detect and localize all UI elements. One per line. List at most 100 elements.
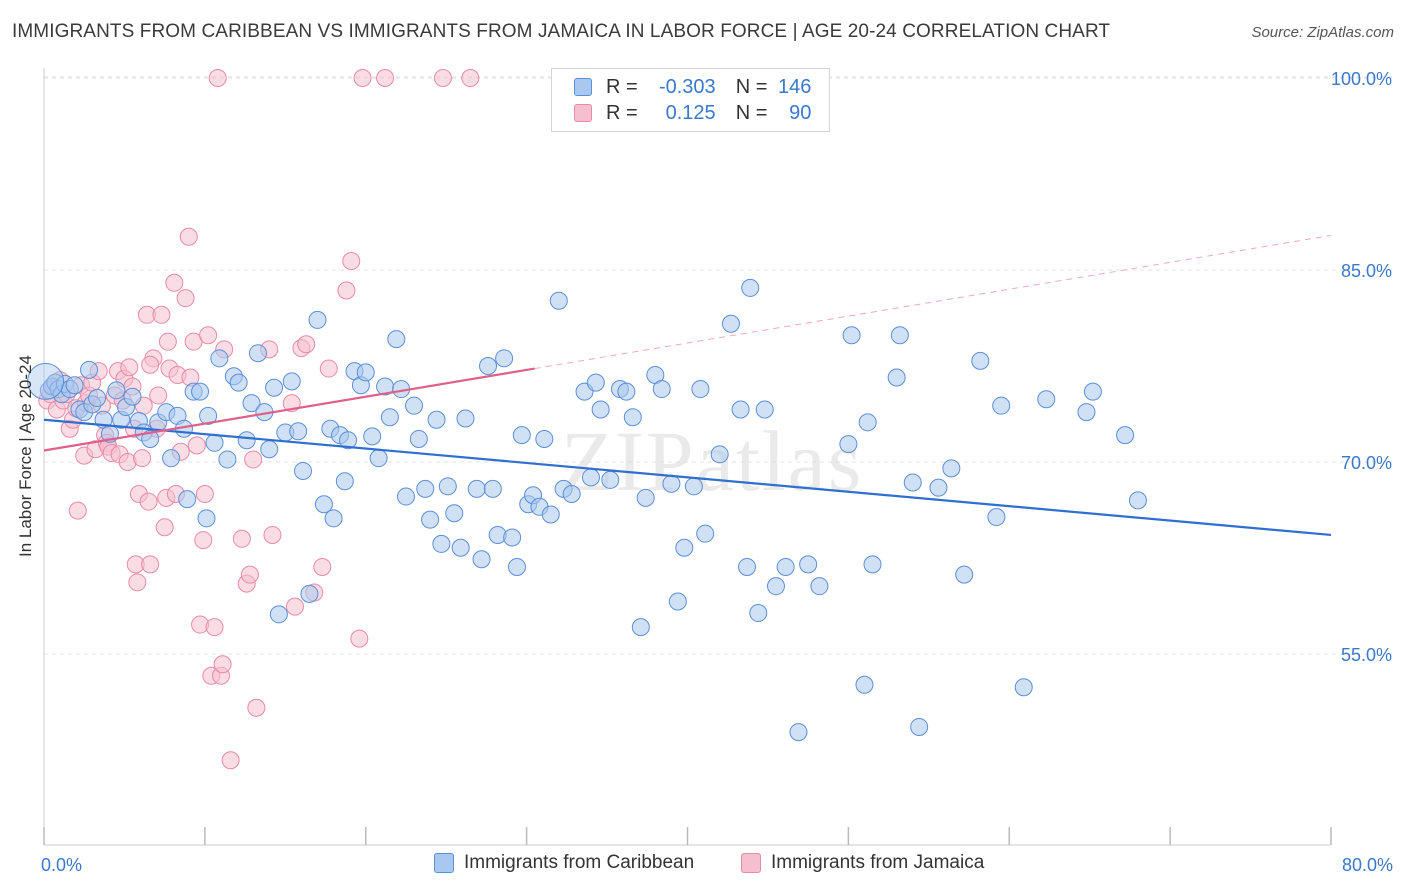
stats-legend: R = -0.303 N = 146 R = 0.125 N = 90 — [551, 68, 830, 132]
caribbean-point — [335, 472, 354, 491]
caribbean-point — [229, 373, 248, 392]
caribbean-point — [668, 592, 687, 611]
caribbean-point — [88, 389, 107, 407]
caribbean-point — [541, 505, 560, 524]
legend-n-label: N = — [735, 75, 768, 98]
caribbean-point — [210, 349, 229, 368]
caribbean-point — [191, 382, 210, 401]
jamaica-point — [195, 485, 214, 503]
jamaica-point — [120, 358, 139, 377]
caribbean-point — [467, 479, 486, 498]
jamaica-swatch — [574, 104, 592, 122]
caribbean-point — [356, 363, 375, 382]
caribbean-point — [601, 470, 620, 489]
jamaica-point — [263, 525, 282, 544]
jamaica-point — [313, 557, 332, 576]
caribbean-point — [858, 413, 877, 432]
caribbean-point — [248, 344, 267, 363]
caribbean-point — [503, 528, 522, 547]
caribbean-point — [432, 534, 451, 553]
caribbean-points — [27, 278, 1147, 742]
jamaica-point — [247, 698, 266, 717]
caribbean-point — [107, 381, 126, 400]
jamaica-point — [244, 450, 263, 469]
jamaica-point — [213, 655, 232, 674]
caribbean-point — [992, 396, 1011, 415]
caribbean-point — [289, 422, 308, 441]
caribbean-point — [766, 577, 785, 596]
caribbean-point — [721, 314, 740, 333]
jamaica-point — [179, 227, 198, 246]
jamaica-point — [240, 565, 259, 584]
caribbean-point — [369, 449, 388, 468]
jamaica-point — [133, 449, 152, 468]
caribbean-point — [218, 450, 237, 469]
jamaica-point — [158, 332, 177, 351]
caribbean-point — [512, 426, 531, 445]
jamaica-legend-swatch — [741, 853, 761, 873]
caribbean-point — [479, 357, 498, 375]
jamaica-point — [155, 518, 174, 537]
caribbean-point — [535, 429, 554, 448]
caribbean-point — [199, 406, 218, 425]
caribbean-point — [265, 378, 284, 397]
jamaica-point — [128, 573, 147, 592]
caribbean-point — [363, 427, 382, 446]
caribbean-point — [890, 326, 909, 345]
jamaica-point — [337, 281, 356, 300]
watermark: ZIPatlas — [561, 413, 864, 509]
caribbean-point — [776, 557, 795, 576]
caribbean-point — [282, 372, 301, 391]
caribbean-point — [562, 485, 581, 503]
caribbean-point — [636, 488, 655, 507]
caribbean-point — [409, 429, 428, 448]
caribbean-point — [842, 326, 861, 345]
jamaica-legend-label: Immigrants from Jamaica — [771, 852, 985, 873]
jamaica-point — [139, 492, 158, 511]
caribbean-point — [438, 477, 457, 496]
caribbean-legend-label: Immigrants from Caribbean — [464, 852, 695, 873]
jamaica-point — [221, 751, 240, 770]
series-legend: Immigrants from Caribbean Immigrants fro… — [0, 852, 1406, 878]
caribbean-point — [696, 524, 715, 543]
jamaica-point — [342, 252, 361, 271]
caribbean-point — [591, 400, 610, 419]
caribbean-point — [731, 400, 750, 419]
x-tick-label: 80.0% — [1342, 855, 1393, 875]
jamaica-trend-line — [43, 367, 535, 452]
y-tick-label: 55.0% — [1341, 645, 1392, 665]
caribbean-point — [472, 550, 491, 569]
caribbean-point — [789, 723, 808, 742]
caribbean-point — [741, 278, 760, 297]
caribbean-point — [456, 409, 475, 428]
jamaica-point — [297, 335, 316, 354]
caribbean-point — [581, 468, 600, 487]
caribbean-point — [631, 618, 650, 637]
jamaica-point — [141, 355, 160, 374]
caribbean-point — [260, 440, 279, 459]
jamaica-point — [165, 273, 184, 292]
jamaica-point — [461, 69, 480, 87]
caribbean-point — [451, 538, 470, 557]
y-axis-title: In Labor Force | Age 20-24 — [16, 355, 35, 557]
caribbean-point — [855, 675, 874, 694]
jamaica-point — [194, 531, 213, 550]
caribbean-point — [691, 380, 710, 399]
caribbean-point — [396, 487, 415, 506]
caribbean-point — [1116, 426, 1135, 445]
caribbean-point — [887, 368, 906, 387]
caribbean-point — [380, 408, 399, 427]
caribbean-point — [1037, 390, 1056, 409]
jamaica-point — [199, 326, 218, 345]
caribbean-point — [445, 504, 464, 523]
x-tick-label: 0.0% — [41, 855, 82, 875]
jamaica-point — [433, 69, 452, 87]
caribbean-point — [652, 380, 671, 399]
caribbean-point — [549, 291, 568, 310]
legend-n-label: N = — [735, 101, 768, 124]
x-tick-labels: 0.0% 80.0% — [41, 855, 1393, 875]
y-tick-labels: 55.0% 70.0% 85.0% 100.0% — [1331, 69, 1392, 665]
jamaica-trend-extension — [534, 234, 1332, 370]
jamaica-point — [149, 386, 168, 405]
caribbean-point — [1014, 678, 1033, 697]
